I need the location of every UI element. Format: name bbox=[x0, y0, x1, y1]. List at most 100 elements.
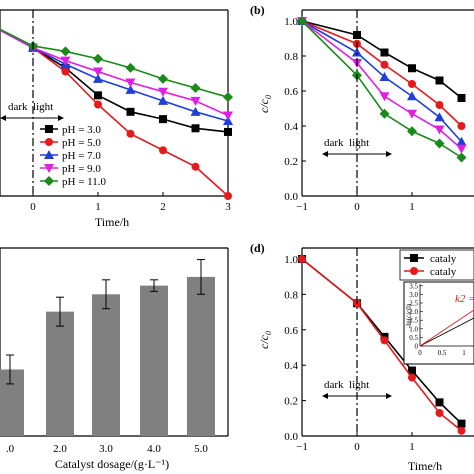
a-xtick-label: 3 bbox=[225, 201, 231, 213]
a-legend-label-3: pH = 9.0 bbox=[62, 163, 101, 175]
c-xtick-label-1: 2.0 bbox=[53, 443, 67, 455]
d-ytick-label: 0.6 bbox=[284, 325, 298, 337]
b-series-1-point bbox=[408, 80, 416, 88]
c-bar-1 bbox=[46, 311, 74, 436]
c-xtick-label-4: 5.0 bbox=[194, 443, 208, 455]
b-series-1-line bbox=[301, 20, 463, 127]
b-series-4-point bbox=[456, 152, 467, 163]
d-dark-light-arrow bbox=[322, 393, 392, 399]
a-series-4-point bbox=[125, 62, 136, 73]
b-xtick-label: −1 bbox=[296, 201, 308, 213]
b-dark-light-label: dark light bbox=[324, 137, 369, 149]
c-bar-2 bbox=[92, 294, 120, 436]
panel-d: (d) −1 0 1 0.0 0.2 0.4 0.6 0.8 1.0 dark light c/… bbox=[250, 241, 474, 473]
a-legend-label-4: pH = 11.0 bbox=[62, 176, 106, 188]
a-series-0-point bbox=[191, 124, 200, 133]
d-inset-xtick-label: 0.5 bbox=[438, 349, 447, 357]
a-series-1-line bbox=[0, 29, 229, 197]
a-series-1-point bbox=[126, 129, 135, 138]
a-series-1-point bbox=[224, 192, 232, 200]
b-ytick-label: 0.2 bbox=[284, 156, 298, 168]
b-ytick-label: 1.0 bbox=[284, 16, 298, 28]
d-xtick-label: 0 bbox=[354, 441, 360, 453]
a-series-3-point bbox=[158, 87, 168, 97]
b-xtick-label: 0 bbox=[354, 201, 360, 213]
d-inset-ytick-label: 0.5 bbox=[409, 334, 418, 342]
d-legend-label-0: cataly bbox=[430, 253, 457, 265]
a-dark-light-arrow bbox=[0, 115, 64, 121]
a-series-4-line bbox=[0, 28, 229, 98]
d-series-1-point bbox=[435, 408, 444, 417]
a-series-2-point bbox=[93, 73, 103, 83]
d-ytick-label: 0.8 bbox=[284, 289, 298, 301]
a-xtick-label: 2 bbox=[160, 201, 166, 213]
b-series-4-point bbox=[434, 138, 445, 149]
d-dark-light-label: dark light bbox=[324, 379, 369, 391]
d-ytick-label: 1.0 bbox=[284, 254, 298, 266]
b-series-2-point bbox=[456, 136, 467, 146]
b-series-1-point bbox=[435, 101, 444, 109]
b-series-3-point bbox=[434, 125, 445, 135]
b-ylabel: c/c0 bbox=[257, 95, 273, 113]
d-ytick-label: 0.2 bbox=[284, 396, 298, 408]
d-series-1-point bbox=[298, 255, 306, 263]
panel-b: (b) −1 0 1 0.0 0.2 0.4 0.6 0.8 1.0 dark light c/… bbox=[250, 3, 474, 213]
a-series-1-point bbox=[94, 100, 102, 109]
a-xtick-label: 0 bbox=[30, 201, 36, 213]
d-inset: 00.51.01.52.02.53.03.50 0.5 1 -ln(c/c0) k2… bbox=[403, 281, 474, 365]
a-series-2-point bbox=[158, 95, 168, 105]
d-inset-ytick-label: 1.0 bbox=[409, 325, 418, 333]
d-inset-ylabel: -ln(c/c0) bbox=[405, 303, 413, 328]
a-series-3-point bbox=[60, 56, 71, 66]
a-series-0-point bbox=[126, 107, 135, 116]
c-bar-3 bbox=[140, 285, 168, 436]
c-xtick-label-3: 4.0 bbox=[147, 443, 161, 455]
b-ytick-label: 0.6 bbox=[284, 86, 298, 98]
a-xtick-label: 1 bbox=[95, 201, 101, 213]
a-series-2-point bbox=[190, 106, 201, 116]
b-series-4-point bbox=[379, 108, 390, 119]
b-series-0-point bbox=[457, 94, 466, 102]
d-ylabel: c/c0 bbox=[257, 331, 273, 349]
d-inset-ytick-label: 3.5 bbox=[409, 282, 418, 290]
a-series-0-point bbox=[94, 91, 102, 100]
a-series-3-line bbox=[0, 29, 229, 117]
a-legend-marker-0 bbox=[45, 125, 53, 133]
b-series-0-point bbox=[353, 31, 361, 39]
b-ytick-label: 0.0 bbox=[284, 191, 298, 203]
b-series-2-line bbox=[301, 20, 463, 143]
a-series-4-point bbox=[60, 46, 71, 57]
d-series-0-point bbox=[408, 366, 416, 375]
a-series-3-point bbox=[190, 96, 201, 106]
b-series-0-line bbox=[301, 20, 462, 99]
a-series-4-point bbox=[93, 53, 103, 64]
c-bar-0 bbox=[0, 369, 24, 436]
a-legend-marker-2 bbox=[44, 150, 54, 159]
a-series-0-point bbox=[224, 127, 232, 136]
b-series-3-line bbox=[301, 20, 463, 150]
b-series-2-point bbox=[407, 91, 417, 101]
d-inset-ytick-label: 2.5 bbox=[409, 300, 418, 308]
a-series-3-point bbox=[223, 111, 233, 121]
b-xtick-label: 1 bbox=[409, 201, 415, 213]
a-series-4-point bbox=[223, 92, 233, 103]
d-inset-ytick-label: 1.5 bbox=[409, 317, 418, 325]
a-dark-light-label: dark light bbox=[8, 101, 53, 113]
a-legend-label-1: pH = 5.0 bbox=[62, 137, 101, 149]
a-series-2-point bbox=[125, 84, 136, 94]
d-xtick-label: −1 bbox=[296, 441, 308, 453]
d-inset-ytick-label: 2.0 bbox=[409, 308, 418, 316]
d-inset-ytick-label: 3.0 bbox=[409, 291, 418, 299]
d-xlabel: Time/h bbox=[408, 459, 442, 473]
b-series-1-point bbox=[457, 122, 466, 130]
c-xtick-label-2: 3.0 bbox=[99, 443, 113, 455]
a-legend-marker-3 bbox=[44, 164, 54, 173]
d-inset-line-red bbox=[419, 309, 474, 347]
b-series-2-point bbox=[434, 112, 445, 122]
b-series-0-point bbox=[435, 76, 444, 85]
d-inset-xtick-label: 0 bbox=[418, 349, 422, 357]
b-series-3-point bbox=[456, 144, 467, 154]
b-series-0-point bbox=[408, 64, 416, 73]
a-series-3-point bbox=[93, 67, 103, 77]
